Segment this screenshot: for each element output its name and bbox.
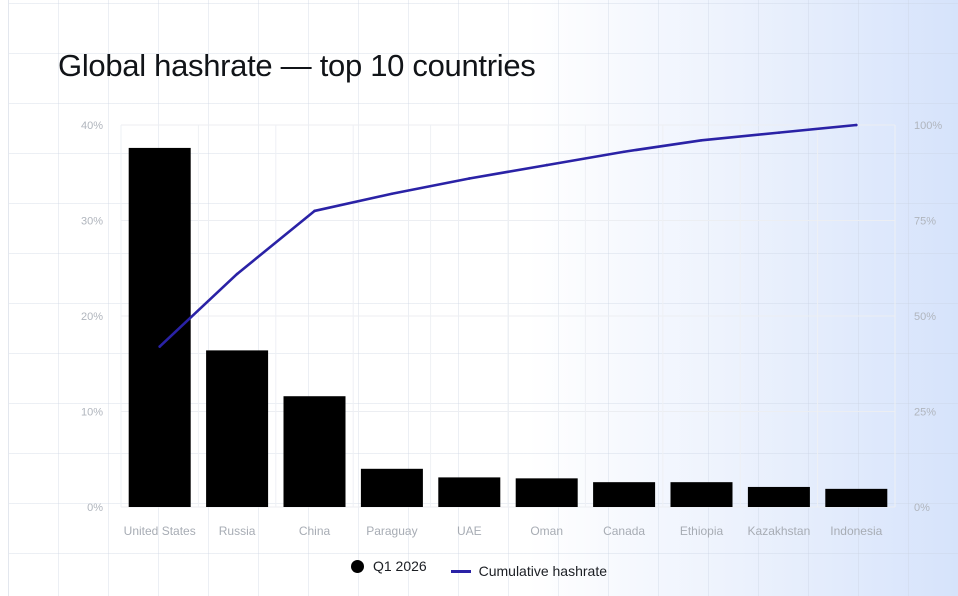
left-rule (8, 0, 9, 596)
x-tick-label: Kazakhstan (748, 524, 811, 538)
x-tick-label: Ethiopia (680, 524, 724, 538)
x-tick-label: Russia (219, 524, 256, 538)
y-left-tick-label: 20% (81, 311, 103, 323)
legend-dot-icon (350, 559, 364, 573)
y-left-tick-label: 0% (87, 502, 103, 514)
line-point (235, 272, 239, 276)
x-tick-label: United States (124, 524, 196, 538)
line-point (622, 150, 626, 154)
legend-label-bars: Q1 2026 (372, 558, 427, 574)
cumulative-line-group (158, 123, 858, 348)
bar (360, 468, 423, 507)
y-right-tick-label: 0% (914, 502, 930, 514)
y-left-tick-label: 30% (81, 216, 103, 228)
y-left-tick-label: 40% (81, 120, 103, 132)
x-tick-label: Indonesia (830, 524, 882, 538)
y-right-tick-label: 25% (914, 407, 936, 419)
line-point (390, 192, 394, 196)
legend: Q1 2026 Cumulative hashrate (0, 558, 958, 579)
axis-labels: 0% 10% 20% 30% 40% 0% 25% 50% 75% 100% United Stat… (81, 120, 942, 538)
x-tick-label: Oman (530, 524, 563, 538)
cumulative-line (158, 123, 858, 348)
y-right-tick-label: 50% (914, 311, 936, 323)
bar (206, 350, 269, 507)
bar (438, 477, 501, 507)
legend-item-bars: Q1 2026 (350, 558, 427, 574)
line-point (777, 131, 781, 134)
bar (825, 488, 888, 507)
bar (593, 482, 656, 507)
line-point (158, 345, 161, 348)
y-left-tick-label: 10% (81, 407, 103, 419)
legend-label-line: Cumulative hashrate (478, 563, 607, 579)
bars (128, 147, 888, 508)
line-point (468, 177, 471, 180)
x-tick-label: Paraguay (366, 524, 417, 538)
bar (747, 486, 810, 507)
line-point (700, 138, 703, 142)
bar (670, 482, 733, 507)
line-point (313, 209, 316, 213)
chart-title: Global hashrate — top 10 countries (58, 48, 536, 83)
y-right-tick-label: 75% (914, 216, 936, 228)
legend-item-line: Cumulative hashrate (450, 563, 607, 579)
y-right-tick-label: 100% (914, 120, 942, 132)
x-tick-label: Canada (603, 524, 645, 538)
x-tick-label: UAE (457, 524, 482, 538)
bar (283, 396, 346, 507)
grid-lines (120, 124, 896, 508)
line-point (855, 123, 858, 127)
x-tick-label: China (299, 524, 331, 538)
bar (515, 478, 578, 507)
legend-line-icon (450, 569, 471, 573)
line-point (545, 163, 548, 167)
